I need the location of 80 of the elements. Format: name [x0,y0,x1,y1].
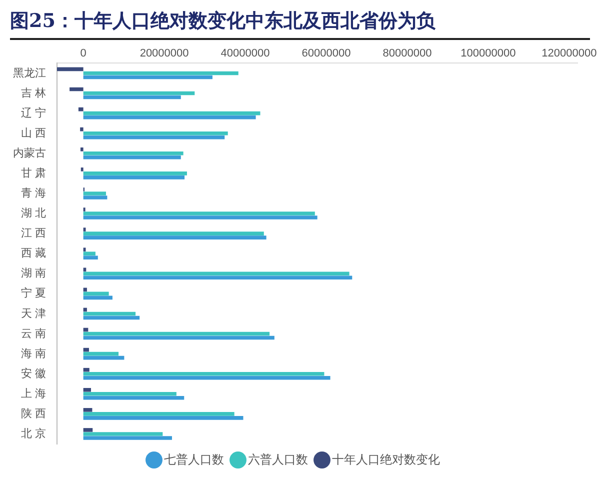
bar [83,356,124,360]
bar [83,196,108,200]
bar [83,332,270,336]
y-tick-label: 云 南 [20,326,46,340]
y-tick-label: 安 徽 [20,366,46,380]
bar [83,155,181,160]
bar [83,368,90,372]
bar [83,276,352,280]
bar [70,87,84,92]
y-tick-label: 湖 南 [20,266,46,280]
y-tick-label: 海 南 [20,346,46,360]
bar [83,392,176,396]
bar [83,216,318,220]
bar [80,168,84,172]
bar [83,268,86,272]
bar [83,111,260,116]
bar [83,236,266,240]
y-tick-label: 上 海 [20,386,46,400]
bar [83,192,106,196]
x-tick-label: 40000000 [220,48,270,60]
x-tick-label: 60000000 [302,48,351,60]
bar [83,95,181,100]
bar [83,436,172,440]
bar [83,91,195,96]
bar [83,212,315,216]
bar [83,412,234,416]
bar [83,272,350,276]
y-tick-label: 陕 西 [20,408,46,420]
bar [83,336,274,340]
bar [83,316,140,320]
bar [83,396,184,400]
legend-label: 六普人口数 [248,452,308,466]
y-tick-label: 西 藏 [20,246,46,260]
bar [83,135,225,140]
y-tick-label: 青 海 [20,186,46,200]
bar [78,107,84,112]
legend-label: 十年人口绝对数变化 [332,452,440,466]
y-tick-label: 甘 肃 [20,166,46,180]
y-tick-label: 辽 宁 [20,106,46,120]
y-tick-label: 湖 北 [20,206,46,220]
bar [83,432,163,436]
bar [83,75,212,80]
bar [83,131,228,136]
bar [83,172,187,176]
bar [83,296,112,300]
bar [83,115,256,120]
bar [83,151,184,156]
x-tick-label: 20000000 [140,48,189,60]
y-tick-label: 北 京 [20,427,46,440]
x-tick-label: 0 [80,48,86,60]
x-tick-label: 100000000 [460,48,516,60]
x-tick-label: 80000000 [382,48,432,60]
bar [83,416,244,420]
y-tick-label: 吉 林 [20,86,46,100]
bar [80,127,84,132]
y-tick-label: 天 津 [20,306,46,320]
y-tick-label: 山 西 [20,126,46,140]
bar [83,256,98,260]
bar [83,388,92,392]
bar [83,232,264,236]
bar [83,428,93,432]
bar [83,176,185,180]
x-tick-label: 120000000 [542,48,597,60]
y-tick-label: 江 西 [20,228,46,240]
bar [83,376,330,380]
y-tick-label: 黑龙江 [13,66,46,80]
bar [83,252,96,256]
bar [83,408,92,412]
bar [83,372,324,376]
y-tick-label: 内蒙古 [13,146,46,160]
bar [57,67,84,72]
bar [83,71,238,76]
bar [83,292,109,296]
bar [83,312,136,316]
y-tick-label: 宁 夏 [20,286,46,300]
bar [83,352,119,356]
bar [80,147,84,152]
legend-label: 七普人口数 [164,452,224,466]
bar [83,348,89,352]
chart-title: 图25：十年人口绝对数变化中东北及西北省份为负 [10,8,590,40]
